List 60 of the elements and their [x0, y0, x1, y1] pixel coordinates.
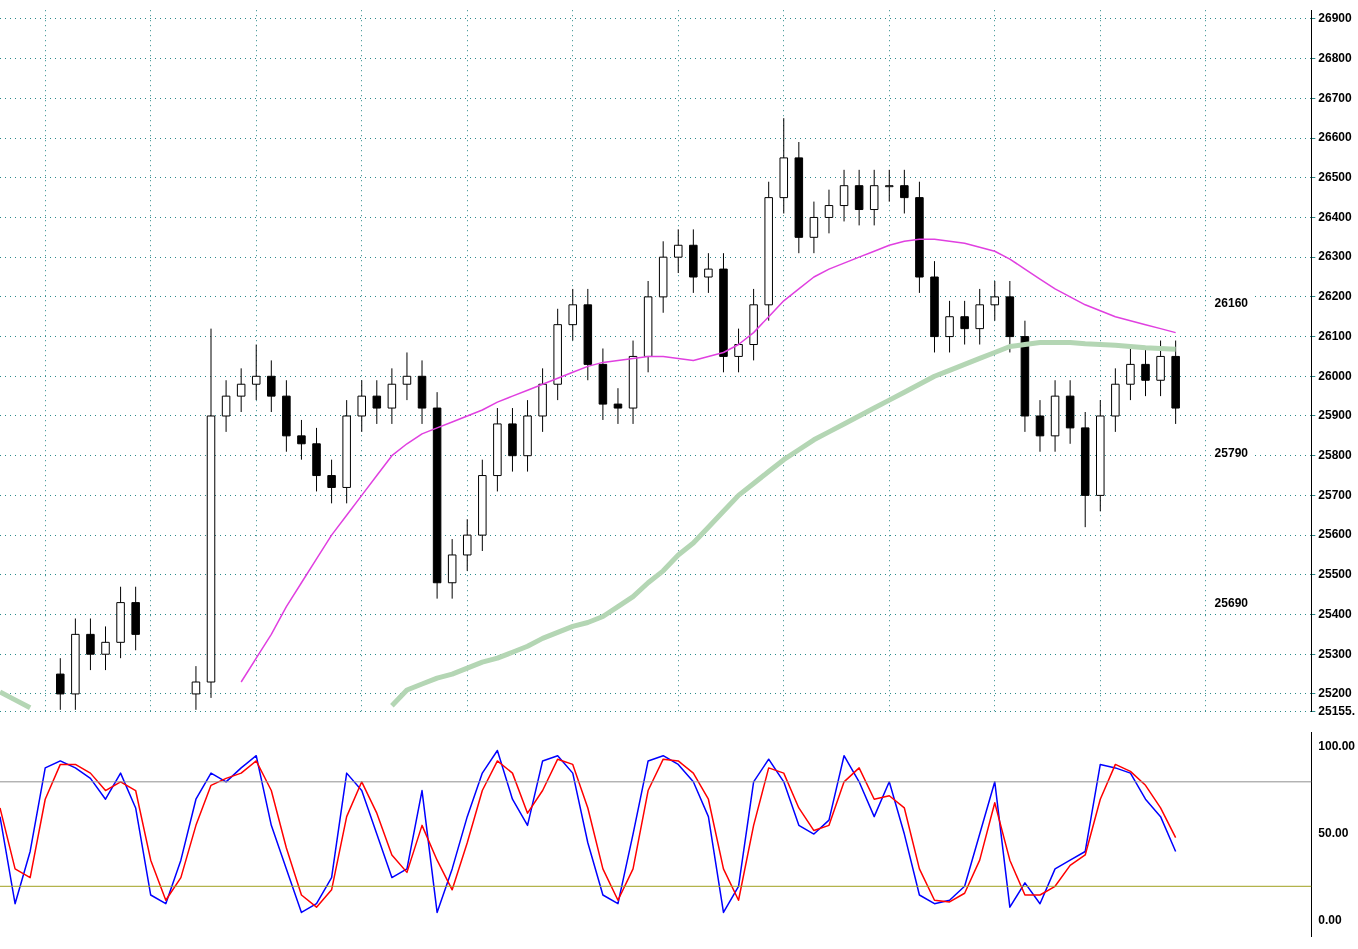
y-tick-label: 26600: [1318, 130, 1352, 145]
y-tick-label: 50.00: [1318, 826, 1349, 841]
candlestick: [975, 288, 984, 346]
y-tick-label: 26800: [1318, 50, 1352, 65]
candlestick: [613, 387, 623, 425]
y-tick-label: 26300: [1318, 249, 1352, 264]
annotation: 25690: [1214, 595, 1249, 610]
y-tick-label: 0.00: [1318, 913, 1342, 928]
candlestick: [1156, 340, 1165, 397]
y-tick-label: 26100: [1318, 328, 1352, 343]
candlestick: [734, 328, 743, 373]
y-tick-label: 25200: [1318, 686, 1352, 701]
y-tick-label: 25700: [1318, 487, 1352, 502]
candlestick: [1141, 347, 1150, 397]
candlestick: [327, 459, 336, 504]
annotation: 25790: [1214, 445, 1249, 460]
candlestick: [824, 189, 834, 234]
candlestick: [387, 367, 397, 425]
candlestick: [945, 300, 954, 353]
y-tick-label: 25300: [1318, 646, 1352, 661]
y-tick-label: 26700: [1318, 90, 1352, 105]
candlestick: [869, 169, 879, 226]
candlestick: [86, 617, 95, 671]
y-tick-label: 26500: [1318, 170, 1352, 185]
candlestick: [101, 625, 110, 671]
candlestick: [297, 419, 306, 461]
candlestick: [990, 280, 1000, 322]
candlestick: [885, 169, 894, 203]
candlestick: [704, 252, 713, 294]
candlestick: [900, 169, 909, 214]
y-tick-label: 25600: [1318, 527, 1352, 542]
candlestick: [568, 288, 578, 342]
candlestick: [221, 379, 231, 433]
candlestick: [267, 359, 276, 413]
candlestick: [251, 344, 261, 401]
y-tick-label: 26000: [1318, 368, 1352, 383]
y-tick-label: 26200: [1318, 289, 1352, 304]
y-tick-label: 25900: [1318, 408, 1352, 423]
y-tick-label: 26900: [1318, 11, 1352, 26]
candlestick: [402, 351, 412, 401]
candlestick: [236, 367, 246, 413]
candlestick: [1035, 399, 1045, 453]
candlestick: [960, 300, 969, 346]
y-tick-label: 25155.: [1318, 704, 1355, 719]
candlestick: [673, 228, 683, 274]
candlestick: [357, 379, 367, 433]
y-tick-label: 25500: [1318, 567, 1352, 582]
y-tick-label: 100.00: [1318, 739, 1356, 754]
y-tick-label: 25800: [1318, 448, 1352, 463]
candlestick: [1126, 347, 1135, 401]
y-tick-label: 26400: [1318, 209, 1352, 224]
candlestick: [854, 169, 864, 226]
annotation: 26160: [1214, 295, 1249, 310]
candlestick: [809, 201, 819, 254]
candlestick: [372, 379, 382, 425]
candlestick: [839, 169, 849, 222]
y-tick-label: 25400: [1318, 606, 1352, 621]
candlestick: [462, 518, 472, 572]
candlestick: [56, 657, 65, 711]
candlestick: [191, 665, 201, 711]
